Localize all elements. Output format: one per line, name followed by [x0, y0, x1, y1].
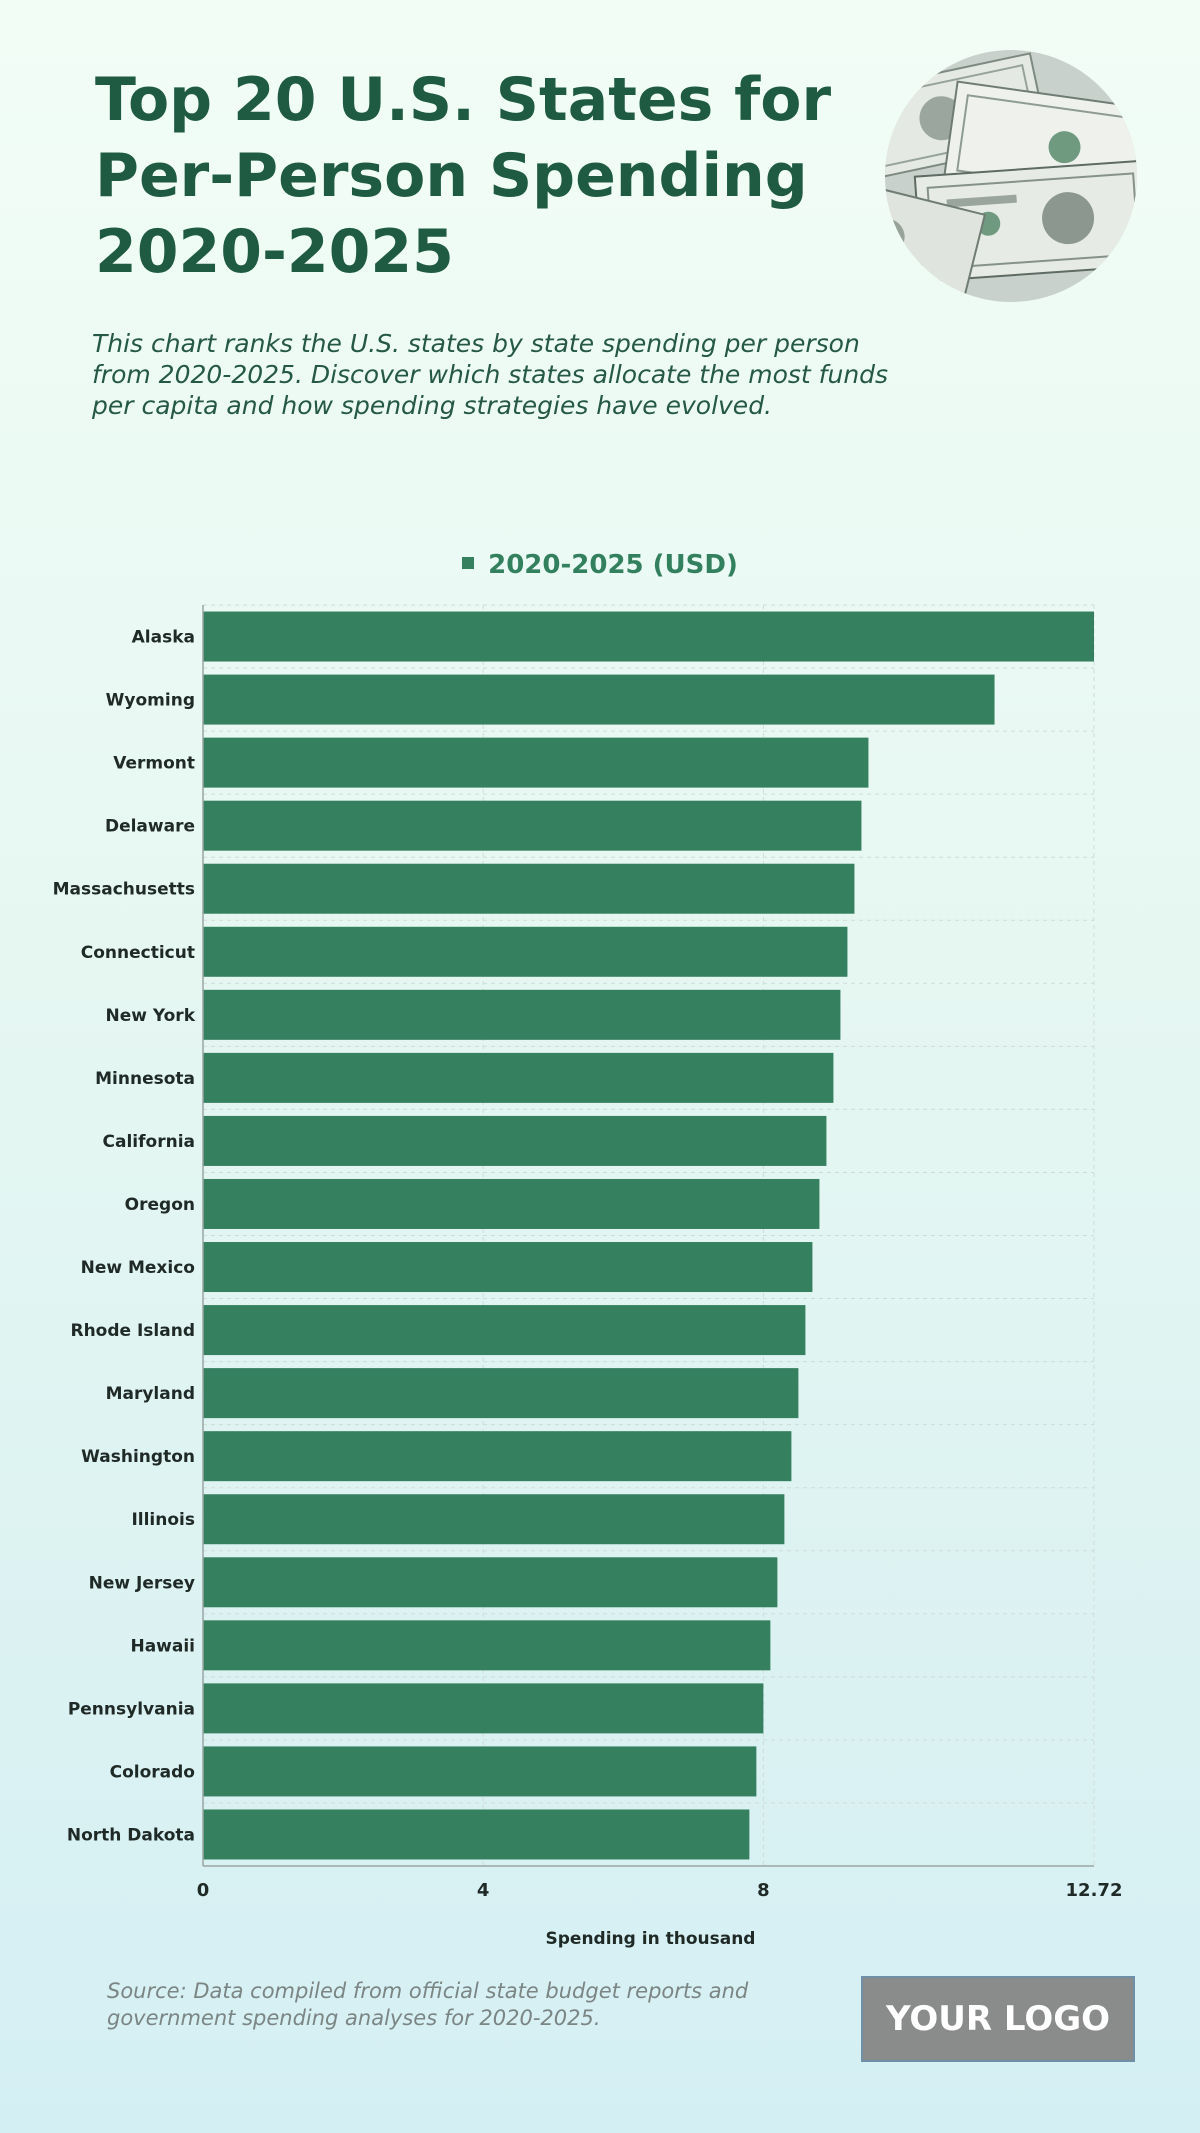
page-title: Top 20 U.S. States for Per-Person Spendi…: [95, 65, 832, 287]
chart-legend: 2020-2025 (USD): [0, 550, 1200, 580]
x-tick-label: 0: [197, 1880, 210, 1901]
category-label: New Jersey: [89, 1573, 195, 1593]
category-label: Delaware: [105, 817, 195, 837]
x-tick-label: 8: [757, 1880, 770, 1901]
bar-chart: Alaska Wyoming Vermont Delaware Massachusett…: [53, 604, 1123, 1949]
category-label: Minnesota: [95, 1069, 195, 1089]
category-label: Oregon: [125, 1195, 195, 1215]
category-label: Illinois: [131, 1510, 195, 1530]
bar-wyoming: [203, 674, 995, 725]
category-label: Pennsylvania: [68, 1699, 195, 1719]
bar-illinois: [203, 1494, 785, 1545]
bar-colorado: [203, 1746, 757, 1797]
bar-maryland: [203, 1368, 799, 1419]
bar-new-york: [203, 989, 841, 1040]
logo-placeholder: YOUR LOGO: [861, 1976, 1135, 2062]
category-label: Alaska: [132, 628, 195, 648]
source-note: Source: Data compiled from official stat…: [107, 1979, 749, 2030]
category-label: New Mexico: [81, 1258, 195, 1278]
bar-hawaii: [203, 1620, 771, 1671]
legend-swatch: [462, 556, 475, 569]
category-label: Washington: [81, 1447, 195, 1467]
bar-oregon: [203, 1178, 820, 1229]
category-label: California: [103, 1132, 195, 1152]
category-label: Vermont: [113, 754, 195, 774]
bar-minnesota: [203, 1052, 834, 1103]
x-tick-label: 4: [477, 1880, 490, 1901]
dollar-bills-photo: [885, 50, 1137, 302]
category-label: Massachusetts: [53, 880, 195, 900]
category-label: Colorado: [110, 1762, 195, 1782]
bar-washington: [203, 1431, 792, 1482]
x-axis-title: Spending in thousand: [546, 1929, 756, 1949]
bar-massachusetts: [203, 863, 855, 914]
bar-new-jersey: [203, 1557, 778, 1608]
x-tick-label: 12.72: [1066, 1880, 1123, 1901]
bar-vermont: [203, 737, 869, 788]
category-label: New York: [106, 1006, 196, 1026]
category-label: Connecticut: [81, 943, 195, 963]
bar-california: [203, 1115, 827, 1166]
bar-rhode-island: [203, 1305, 806, 1356]
bar-north-dakota: [203, 1809, 750, 1860]
bar-new-mexico: [203, 1242, 813, 1293]
bar-pennsylvania: [203, 1683, 764, 1734]
bar-connecticut: [203, 926, 848, 977]
category-label: Maryland: [106, 1384, 195, 1404]
category-label: Rhode Island: [70, 1321, 195, 1341]
legend-label: 2020-2025 (USD): [488, 550, 738, 580]
bar-delaware: [203, 800, 862, 851]
category-label: Wyoming: [106, 691, 195, 711]
category-label: North Dakota: [67, 1825, 195, 1845]
bar-alaska: [203, 611, 1094, 662]
category-label: Hawaii: [130, 1636, 195, 1656]
page-subtitle: This chart ranks the U.S. states by stat…: [92, 329, 889, 420]
